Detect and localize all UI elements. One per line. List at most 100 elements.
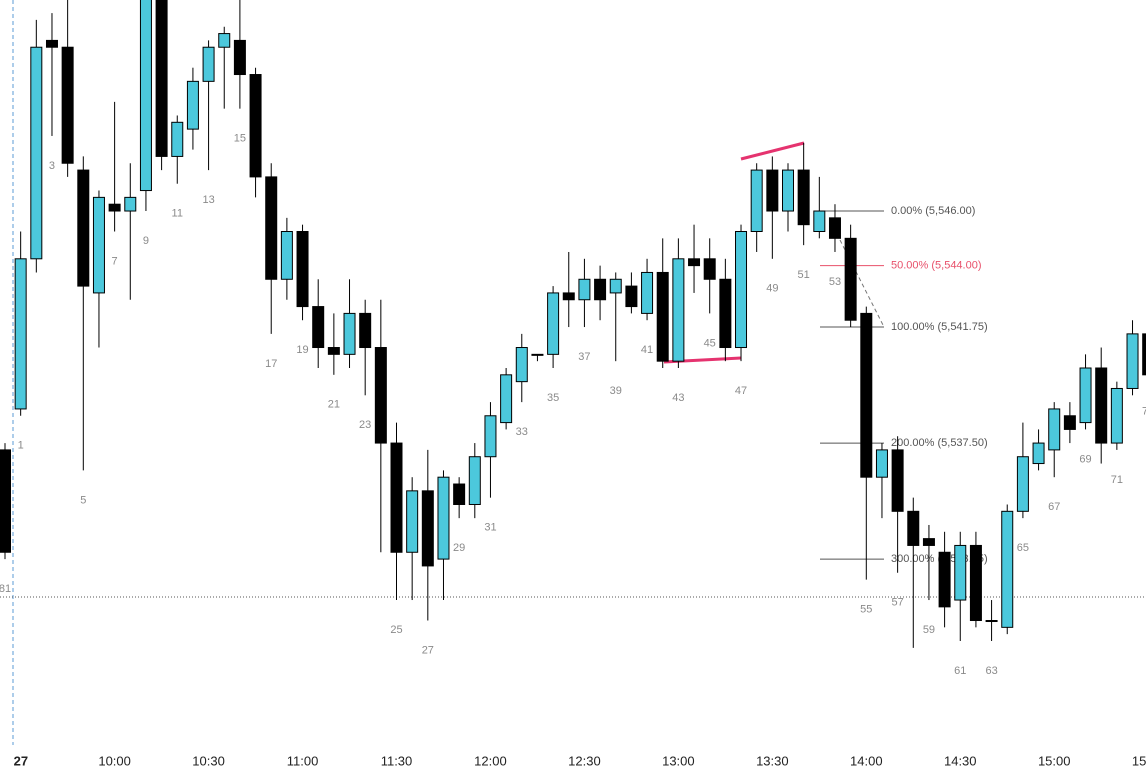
bar-label: 17 — [265, 358, 277, 370]
candle-body — [515, 347, 528, 383]
bar-label: 55 — [860, 603, 872, 615]
bar-label: 7 — [112, 255, 118, 267]
bar-label: 3 — [49, 160, 55, 172]
candle-body — [562, 292, 575, 301]
candle-body — [468, 456, 481, 505]
candle-body — [218, 33, 231, 48]
bar-label: 9 — [143, 235, 149, 247]
x-tick-label: 15:00 — [1038, 753, 1071, 768]
candle-body — [688, 258, 701, 267]
bar-label: 33 — [516, 426, 528, 438]
bar-label: 81 — [0, 583, 11, 595]
candle-body — [672, 258, 685, 362]
x-tick-label: 14:30 — [944, 753, 977, 768]
bar-label: 69 — [1079, 453, 1091, 465]
candle-body — [860, 312, 873, 478]
candle-body — [907, 510, 920, 546]
bar-label: 45 — [704, 337, 716, 349]
x-tick-label: 10:00 — [98, 753, 131, 768]
candle-body — [500, 374, 513, 424]
candle-body — [969, 544, 982, 622]
candle-body — [641, 271, 654, 314]
candle-body — [954, 544, 967, 601]
bar-label: 19 — [296, 344, 308, 356]
x-tick-label: 10:30 — [192, 753, 225, 768]
bar-label: 37 — [578, 351, 590, 363]
candle-body — [594, 278, 607, 301]
candle-body — [1032, 442, 1045, 465]
fib-label: 100.00% (5,541.75) — [891, 321, 988, 333]
bar-label: 71 — [1111, 474, 1123, 486]
candle-body — [985, 620, 998, 623]
candle-body — [1095, 367, 1108, 444]
candle-body — [938, 551, 951, 608]
candle-body — [1126, 333, 1139, 389]
bar-label: 13 — [202, 194, 214, 206]
candle-body — [343, 312, 356, 355]
candle-body — [750, 169, 763, 232]
candle-body — [374, 347, 387, 444]
bar-label: 67 — [1048, 501, 1060, 513]
bar-label: 73 — [1142, 406, 1146, 418]
candle-body — [797, 169, 810, 226]
fib-label: 50.00% (5,544.00) — [891, 260, 982, 272]
candle-body — [30, 46, 43, 260]
bar-label: 41 — [641, 344, 653, 356]
candle-body — [14, 258, 27, 410]
bar-label: 59 — [923, 624, 935, 636]
candle-body — [547, 292, 560, 355]
candle-body — [625, 285, 638, 308]
candle-body — [1016, 456, 1029, 512]
bar-label: 5 — [80, 494, 86, 506]
bar-label: 61 — [954, 665, 966, 677]
candle-body — [531, 353, 544, 356]
bar-label: 57 — [891, 597, 903, 609]
candle-body — [813, 210, 826, 232]
bar-label: 27 — [422, 644, 434, 656]
candle-body — [1063, 415, 1076, 430]
candle-body — [484, 415, 497, 458]
bar-label: 47 — [735, 385, 747, 397]
candle-body — [922, 538, 935, 546]
candle-body — [296, 230, 309, 308]
bar-label: 39 — [610, 385, 622, 397]
bar-label: 11 — [172, 208, 183, 220]
candle-body — [875, 449, 888, 478]
candle-body — [0, 449, 11, 553]
bar-label: 15 — [234, 133, 246, 145]
candle-body — [171, 121, 184, 157]
candle-body — [61, 46, 74, 164]
candle-body — [92, 196, 105, 294]
candle-body — [1079, 367, 1092, 424]
candle-body — [735, 230, 748, 349]
x-tick-label: 13:00 — [662, 753, 695, 768]
candle-body — [578, 278, 591, 301]
candle-body — [844, 237, 857, 321]
x-tick-label: 12:00 — [474, 753, 507, 768]
candle-body — [359, 312, 372, 349]
candle-body — [45, 39, 58, 48]
bar-label: 43 — [672, 392, 684, 404]
candle-body — [421, 490, 434, 567]
candle-body — [782, 169, 794, 212]
x-tick-label: 15:30 — [1132, 753, 1146, 768]
x-tick-label: 12:30 — [568, 753, 601, 768]
candle-body — [312, 306, 325, 349]
candle-body — [202, 46, 215, 82]
candle-body — [1142, 333, 1146, 376]
candle-body — [77, 169, 90, 287]
candle-body — [233, 39, 246, 76]
bar-label: 51 — [798, 269, 810, 281]
candle-body — [124, 196, 137, 212]
x-tick-label: 11:30 — [381, 753, 413, 768]
candle-body — [249, 74, 262, 178]
x-tick-label: 11:00 — [287, 753, 319, 768]
candle-body — [1001, 510, 1014, 628]
candle-body — [719, 278, 732, 349]
trend-line — [740, 141, 805, 161]
candle-body — [437, 476, 450, 560]
x-tick-label: 14:00 — [850, 753, 883, 768]
candle-body — [766, 169, 779, 212]
